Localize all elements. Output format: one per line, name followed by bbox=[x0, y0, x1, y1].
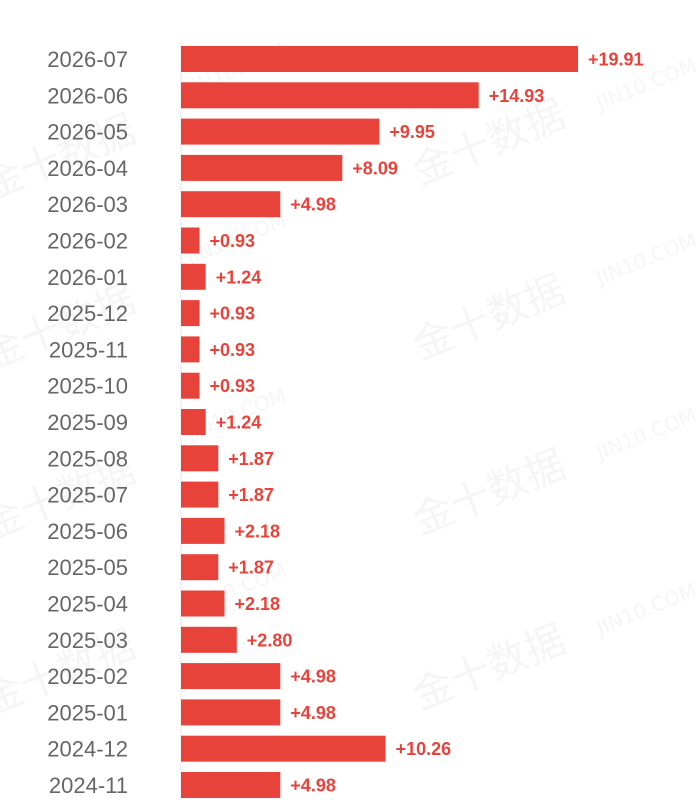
value-label: +4.98 bbox=[290, 667, 336, 687]
category-label: 2026-01 bbox=[47, 265, 128, 290]
value-label: +4.98 bbox=[290, 195, 336, 215]
bar-2026-07 bbox=[181, 46, 578, 72]
value-label: +1.87 bbox=[228, 449, 274, 469]
category-label: 2025-08 bbox=[47, 446, 128, 471]
category-labels-group: 2026-07 2026-06 2026-05 2026-04 2026-03 2026-… bbox=[47, 47, 128, 798]
value-label: +19.91 bbox=[588, 50, 644, 70]
bar-2026-02 bbox=[181, 227, 200, 254]
bar-2025-10 bbox=[181, 372, 200, 399]
watermark-text: 金十数据 bbox=[407, 442, 573, 545]
bar-2025-04 bbox=[181, 590, 225, 617]
category-label: 2026-07 bbox=[47, 47, 128, 72]
bars-group bbox=[181, 46, 578, 798]
bar-2025-07 bbox=[181, 481, 219, 508]
bar-2026-01 bbox=[181, 263, 206, 290]
value-label: +2.18 bbox=[235, 521, 281, 541]
bar-2026-04 bbox=[181, 154, 343, 181]
value-label: +1.24 bbox=[216, 413, 262, 433]
category-label: 2026-05 bbox=[47, 120, 128, 145]
value-label: +0.93 bbox=[210, 231, 256, 251]
value-label: +2.80 bbox=[247, 630, 293, 650]
category-label: 2025-07 bbox=[47, 483, 128, 508]
watermark-text: 金十数据 bbox=[0, 277, 142, 380]
value-label: +8.09 bbox=[352, 158, 398, 178]
bar-2025-08 bbox=[181, 445, 219, 472]
category-label: 2025-11 bbox=[49, 337, 128, 362]
category-label: 2026-06 bbox=[47, 83, 128, 108]
bar-2025-01 bbox=[181, 699, 281, 726]
bar-2025-09 bbox=[181, 409, 206, 435]
category-label: 2025-04 bbox=[47, 592, 128, 617]
category-label: 2025-09 bbox=[47, 410, 128, 435]
bar-2024-12 bbox=[181, 735, 386, 762]
category-label: 2025-01 bbox=[47, 700, 128, 725]
category-label: 2026-03 bbox=[47, 192, 128, 217]
category-label: 2026-02 bbox=[47, 229, 128, 254]
value-label: +14.93 bbox=[489, 86, 545, 106]
bar-2026-05 bbox=[181, 118, 380, 145]
category-label: 2024-11 bbox=[49, 773, 128, 798]
bar-2025-12 bbox=[181, 300, 200, 327]
bar-2025-11 bbox=[181, 336, 200, 363]
category-label: 2025-05 bbox=[47, 555, 128, 580]
watermark-text: 金十数据 bbox=[407, 267, 573, 370]
category-label: 2025-10 bbox=[47, 374, 128, 399]
value-label: +1.87 bbox=[228, 558, 274, 578]
category-label: 2025-06 bbox=[47, 519, 128, 544]
bar-2025-03 bbox=[181, 626, 237, 653]
category-label: 2026-04 bbox=[47, 156, 128, 181]
category-label: 2025-12 bbox=[47, 301, 128, 326]
category-label: 2024-12 bbox=[47, 737, 128, 762]
value-label: +1.24 bbox=[216, 267, 262, 287]
value-label: +0.93 bbox=[210, 304, 256, 324]
value-label: +2.18 bbox=[235, 594, 281, 614]
value-label: +9.95 bbox=[389, 122, 435, 142]
watermark-text: 金十数据 bbox=[407, 617, 573, 720]
watermark-text: JIN10.COM bbox=[591, 228, 696, 291]
bar-2026-03 bbox=[181, 191, 281, 218]
value-label: +4.98 bbox=[290, 703, 336, 723]
watermark-text: JIN10.COM bbox=[591, 578, 696, 641]
value-label: +10.26 bbox=[396, 739, 452, 759]
bar-2025-02 bbox=[181, 663, 281, 690]
value-labels-group: +19.91 +14.93 +9.95 +8.09 +4.98 +0.93 +1.24 +0.… bbox=[210, 50, 644, 796]
watermark-text: JIN10.COM bbox=[591, 403, 696, 466]
bar-2025-06 bbox=[181, 517, 225, 544]
value-label: +0.93 bbox=[210, 376, 256, 396]
value-label: +0.93 bbox=[210, 340, 256, 360]
category-label: 2025-02 bbox=[47, 664, 128, 689]
value-label: +1.87 bbox=[228, 485, 274, 505]
value-label: +4.98 bbox=[290, 776, 336, 796]
bar-2026-06 bbox=[181, 82, 479, 109]
bar-2025-05 bbox=[181, 554, 219, 581]
bar-2024-11 bbox=[181, 772, 281, 798]
category-label: 2025-03 bbox=[47, 628, 128, 653]
